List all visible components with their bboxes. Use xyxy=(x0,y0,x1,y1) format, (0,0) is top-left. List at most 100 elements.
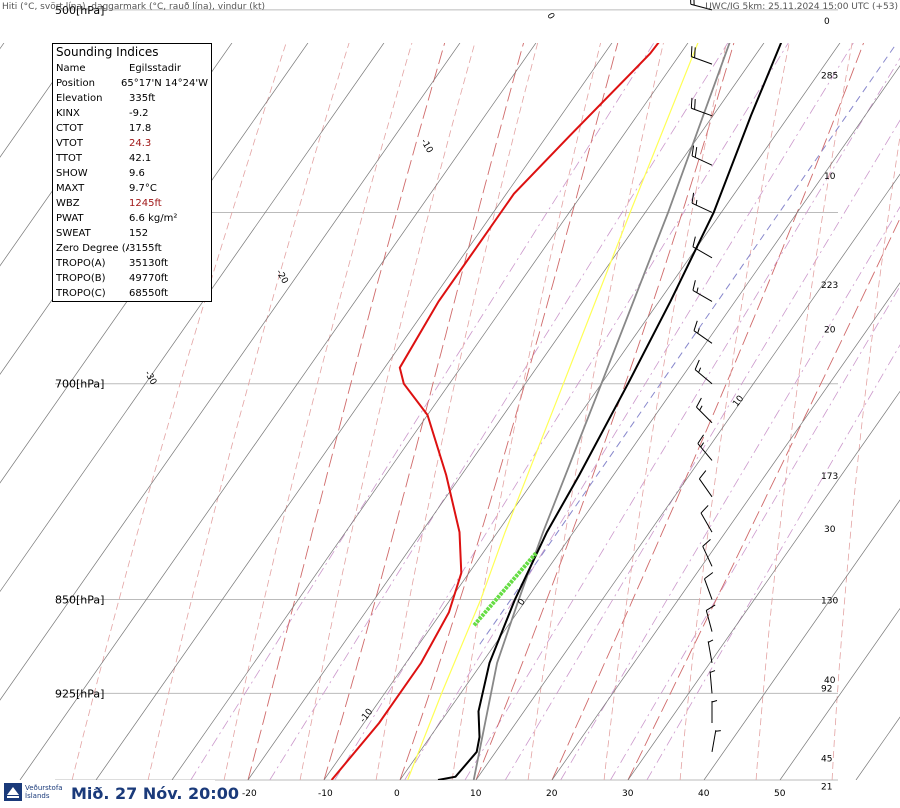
moist-adiabat-line xyxy=(551,43,865,780)
height-label: 285 xyxy=(821,72,838,82)
wind-barb-half xyxy=(698,367,702,373)
temp-c-label: 30 xyxy=(824,525,836,535)
dry-adiabat-line xyxy=(831,133,900,780)
mixing-ratio-line xyxy=(404,43,854,780)
wind-barb xyxy=(691,192,713,213)
mixing-ratio-line xyxy=(334,43,789,780)
wind-barb-staff xyxy=(692,246,713,259)
indices-row: VTOT 24.3 xyxy=(56,136,208,151)
wind-barb xyxy=(697,434,713,461)
indices-row-value: 17.8 xyxy=(129,123,152,134)
mixing-ratio-line xyxy=(190,43,655,780)
wind-barb xyxy=(700,505,713,533)
parcel-profile xyxy=(472,43,731,780)
wind-barb-staff xyxy=(693,330,713,344)
indices-row-name: Elevation xyxy=(56,93,103,104)
indices-row: TROPO(B) 49770ft xyxy=(56,271,208,286)
wind-barb-full xyxy=(694,146,698,158)
wind-barb-half xyxy=(700,442,705,448)
dry-adiabat-label: -20 xyxy=(274,268,290,286)
wind-barb xyxy=(690,0,713,11)
indices-row-value: 3155ft xyxy=(129,243,162,254)
sounding-indices-panel: Sounding Indices Name Egilsstadir Position… xyxy=(52,43,212,302)
wind-barb-full xyxy=(700,505,709,514)
isotherm-line xyxy=(627,390,900,780)
indices-row: CTOT 17.8 xyxy=(56,121,208,136)
temp-c-label: 40 xyxy=(824,676,836,686)
indices-row: SHOW 9.6 xyxy=(56,166,208,181)
temperature-tick-label: 30 xyxy=(622,789,634,799)
indices-row-value: 1245ft xyxy=(129,198,162,209)
wind-barb xyxy=(711,730,721,752)
indices-row-name: SHOW xyxy=(56,168,88,179)
height-label: 92 xyxy=(821,684,832,694)
wind-barb-full xyxy=(694,47,696,58)
temperature-tick-label: 40 xyxy=(698,789,710,799)
wind-barb-half xyxy=(711,700,718,703)
isotherm-line xyxy=(19,43,537,780)
dry-adiabat-label: -30 xyxy=(142,369,158,387)
isotherm-line xyxy=(0,43,309,484)
wind-barb-half xyxy=(709,670,716,673)
wind-barb-full xyxy=(693,320,698,331)
isotherm-line xyxy=(855,716,900,780)
moist-adiabat-line xyxy=(323,43,525,780)
indices-row-name: TTOT xyxy=(56,153,83,164)
dry-adiabat-line xyxy=(679,43,790,780)
height-label: 45 xyxy=(821,755,832,765)
indices-row-name: WBZ xyxy=(56,198,80,209)
chart-legend-header: Hiti (°C, svört lína), daggarmark (°C, r… xyxy=(2,2,266,12)
dry-adiabat-line xyxy=(755,43,853,780)
wind-barb xyxy=(709,670,716,694)
vedurstofa-logo: Veðurstofa Íslands xyxy=(4,783,63,801)
wind-barb-staff xyxy=(707,641,713,664)
isotherm-label: 10 xyxy=(731,394,746,409)
height-label: 130 xyxy=(821,596,838,606)
indices-row: KINX -9.2 xyxy=(56,106,208,121)
indices-row-name: Zero Degree (A) xyxy=(56,243,129,254)
wind-barb xyxy=(691,145,713,166)
temperature-tick-label: 10 xyxy=(470,789,482,799)
dry-adiabat-line xyxy=(451,43,601,780)
indices-row-name: MAXT xyxy=(56,183,85,194)
isotherm-line xyxy=(551,282,900,780)
wind-barb-staff xyxy=(691,107,713,117)
sounding-indices-title: Sounding Indices xyxy=(56,45,159,59)
temperature-profile xyxy=(437,43,783,780)
height-label: 21 xyxy=(821,783,832,793)
indices-row-value: 9.6 xyxy=(129,168,145,179)
mixing-ratio-line xyxy=(504,119,900,780)
pressure-tick-label: 850[hPa] xyxy=(55,593,104,606)
indices-row: Name Egilsstadir xyxy=(56,61,208,76)
mixing-ratio-line xyxy=(464,57,900,780)
indices-row: TROPO(A) 35130ft xyxy=(56,256,208,271)
dewpoint-profile xyxy=(330,43,660,780)
dry-adiabat-line xyxy=(299,43,476,780)
moist-adiabat-line xyxy=(399,43,619,780)
indices-row-value: -9.2 xyxy=(129,108,149,119)
temperature-tick-label: 50 xyxy=(774,789,786,799)
indices-row: WBZ 1245ft xyxy=(56,196,208,211)
wind-barb xyxy=(690,46,713,65)
mixing-ratio-line xyxy=(560,206,900,780)
indices-row-name: Position xyxy=(56,78,95,89)
wind-barb-staff xyxy=(711,730,717,752)
indices-row-value: 65°17'N 14°24'W xyxy=(121,78,208,89)
indices-row: TTOT 42.1 xyxy=(56,151,208,166)
indices-row-value: 49770ft xyxy=(129,273,169,284)
wind-barb-full xyxy=(698,470,707,480)
sounding-indices-list: Name Egilsstadir Position 65°17'N 14°24'W El… xyxy=(56,61,208,301)
wind-barb-full xyxy=(702,539,711,547)
isotherm-lines xyxy=(0,43,900,780)
dry-adiabat-lines xyxy=(71,43,900,780)
indices-row-value: 6.6 kg/m² xyxy=(129,213,178,224)
indices-row-name: TROPO(A) xyxy=(56,258,106,269)
sounding-profiles xyxy=(330,43,783,780)
wetbulb-profile xyxy=(407,43,699,780)
indices-row-value: 152 xyxy=(129,228,149,239)
wind-barb-half xyxy=(699,405,703,411)
indices-row-value: Egilsstadir xyxy=(129,63,181,74)
model-run-header: UWC/IG 5km: 25.11.2024 15:00 UTC (+53) xyxy=(705,2,898,12)
indices-row-name: PWAT xyxy=(56,213,84,224)
wind-barb-staff xyxy=(691,155,713,166)
